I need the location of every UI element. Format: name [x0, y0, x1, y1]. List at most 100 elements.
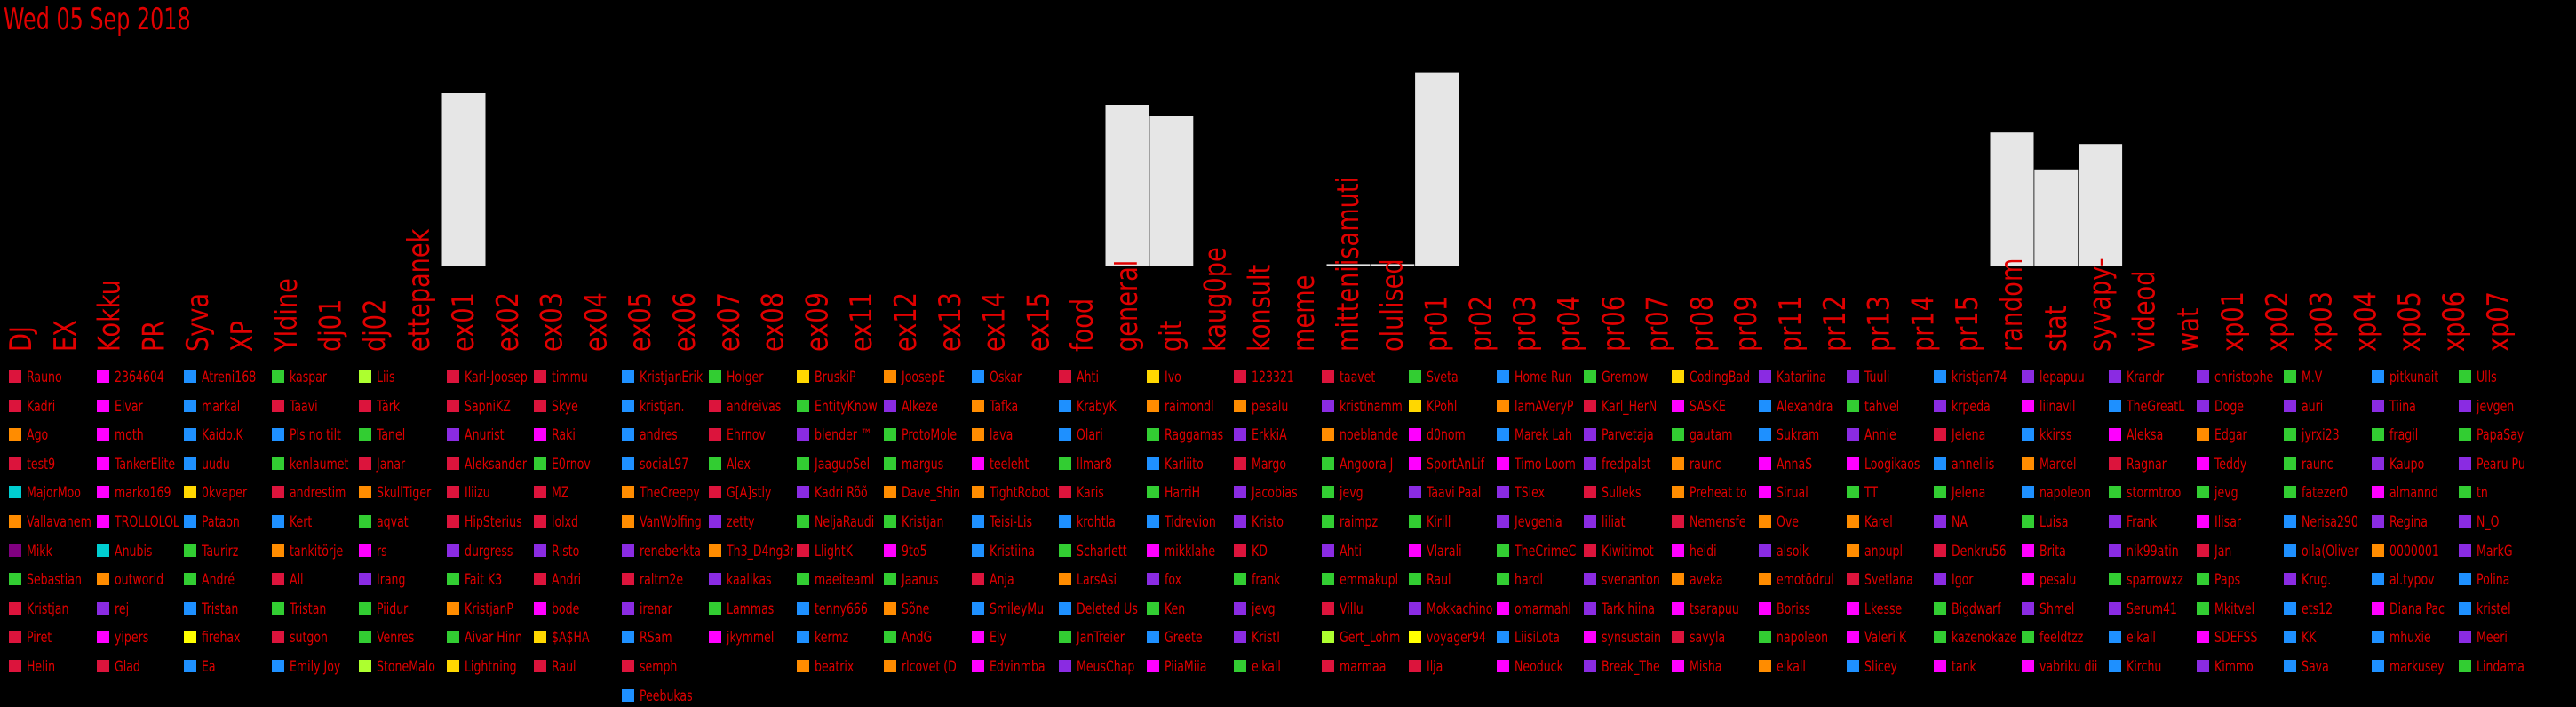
legend-swatch — [1496, 573, 1509, 586]
legend-item: Tuuli — [1846, 367, 1931, 388]
legend-item: Fait K3 — [446, 569, 531, 591]
legend-item: ets12 — [2284, 599, 2368, 620]
legend-swatch — [184, 631, 196, 644]
legend-label: lolxd — [552, 513, 579, 531]
legend-swatch — [2459, 370, 2471, 383]
legend-item: LlightK — [796, 541, 881, 562]
legend-item: Taurirz — [184, 541, 268, 562]
legend-item: anneliis — [1934, 454, 2018, 475]
legend-label: Luisa — [2039, 513, 2068, 531]
legend-item: Margo — [1234, 454, 1318, 475]
tick-label-food: food — [1065, 298, 1101, 352]
legend-swatch — [359, 631, 371, 644]
legend-swatch — [184, 573, 196, 586]
legend-label: 9to5 — [902, 542, 927, 560]
legend-label: Frank — [2127, 513, 2158, 531]
legend-label: nik99atin — [2127, 542, 2179, 560]
legend-item: G[A]stly — [709, 482, 793, 504]
legend-item: Raggamas — [1146, 425, 1231, 446]
legend-item: All — [271, 569, 356, 591]
legend-swatch — [1146, 544, 1159, 557]
legend-label: Oskar — [989, 369, 1022, 386]
legend-swatch — [2371, 399, 2384, 412]
legend-item: tankitörje — [271, 541, 356, 562]
legend-item: SapniKZ — [446, 396, 531, 417]
legend-item: synsustain — [1584, 627, 1668, 648]
legend-item: 0kvaper — [184, 482, 268, 504]
legend-swatch — [884, 428, 896, 441]
legend-swatch — [446, 631, 459, 644]
legend-swatch — [2109, 370, 2121, 383]
legend-item: raunc — [1671, 454, 1756, 475]
legend-item: AndG — [884, 627, 968, 648]
legend-item: TankerElite — [96, 454, 181, 475]
legend-label: tsarapuu — [1689, 600, 1739, 618]
legend-item: Jelena — [1934, 482, 2018, 504]
legend-label: Katariina — [1777, 369, 1827, 386]
legend-swatch — [1059, 544, 1071, 557]
legend-label: Liis — [377, 369, 395, 386]
legend-label: HipSterius — [464, 513, 522, 531]
legend-swatch — [9, 370, 21, 383]
legend-item: Kristjan — [884, 512, 968, 533]
tick-label-ex15: ex15 — [1021, 292, 1056, 352]
legend-label: Nerisa290 — [2302, 513, 2358, 531]
legend-label: olla(Oliver — [2302, 542, 2359, 560]
legend-label: Kristo — [1252, 513, 1284, 531]
legend-item: Kadri — [9, 396, 93, 417]
legend-label: krohtla — [1077, 513, 1116, 531]
tick-label-ex04: ex04 — [578, 292, 614, 352]
legend-label: Valeri K — [1864, 629, 1906, 647]
legend-swatch — [1584, 486, 1596, 499]
legend-label: ets12 — [2302, 600, 2334, 618]
bar-syvapy- — [2079, 144, 2123, 266]
legend-item: sociaL97 — [621, 454, 706, 475]
legend-label: Paps — [2214, 571, 2240, 590]
legend-swatch — [1496, 428, 1509, 441]
legend-swatch — [1496, 457, 1509, 470]
legend-swatch — [1496, 486, 1509, 499]
legend-swatch — [1671, 573, 1684, 586]
legend-item: Piret — [9, 627, 93, 648]
legend-label: jevgen — [2477, 397, 2515, 416]
legend-label: emotödrul — [1777, 571, 1834, 590]
legend-label: voyager94 — [1427, 629, 1486, 647]
legend-swatch — [1846, 660, 1859, 672]
legend-swatch — [1146, 573, 1159, 586]
legend-item: Brita — [2021, 541, 2106, 562]
tick-label-pr04: pr04 — [1552, 296, 1587, 352]
tick-label-xp06: xp06 — [2437, 291, 2472, 352]
legend-label: 0000001 — [2389, 542, 2439, 560]
legend-label: Gert_Lohm — [1339, 629, 1400, 647]
legend-label: Taurirz — [202, 542, 239, 560]
legend-label: beatrix — [814, 658, 854, 676]
legend-swatch — [446, 370, 459, 383]
legend-swatch — [271, 544, 284, 557]
legend-label: auri — [2302, 397, 2324, 416]
legend-item: N_O — [2459, 512, 2543, 533]
legend-swatch — [2196, 428, 2209, 441]
legend-swatch — [359, 370, 371, 383]
legend-swatch — [1059, 428, 1071, 441]
bar-ex01 — [441, 93, 486, 266]
legend-swatch — [96, 486, 109, 499]
legend-label: Sirual — [1777, 484, 1809, 503]
legend-item: KristjanErik — [621, 367, 706, 388]
legend-swatch — [621, 573, 634, 586]
legend-item: tenny666 — [796, 599, 881, 620]
legend-item: JoosepE — [884, 367, 968, 388]
legend-item: Karis — [1059, 482, 1143, 504]
legend-item: Helin — [9, 656, 93, 678]
legend-label: Tuuli — [1864, 369, 1889, 386]
tick-label-Kokku: Kokku — [92, 280, 128, 352]
legend-item: Pls no tilt — [271, 425, 356, 446]
legend-item: MajorMoo — [9, 482, 93, 504]
legend-swatch — [359, 457, 371, 470]
legend-item: Tidrevion — [1146, 512, 1231, 533]
legend-label: Karel — [1864, 513, 1893, 531]
tick-label-random: random — [1994, 258, 2030, 352]
legend-label: feeldtzz — [2039, 629, 2083, 647]
tick-label-pr11: pr11 — [1773, 296, 1809, 352]
legend-label: Raul — [1427, 571, 1451, 590]
legend-item: marko169 — [96, 482, 181, 504]
